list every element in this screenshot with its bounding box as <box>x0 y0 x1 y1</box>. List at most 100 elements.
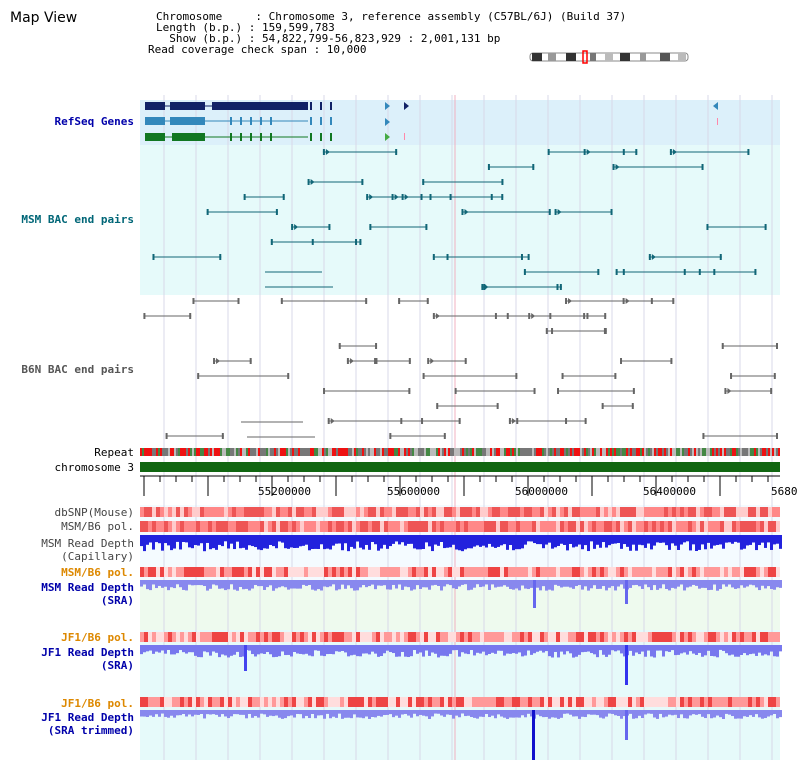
jf1-pol-cell <box>664 632 668 642</box>
msm-capillary-depth <box>506 535 509 550</box>
jf1-sra-depth <box>383 645 386 654</box>
jf1-sra-depth <box>497 645 500 651</box>
jf1-pol2-cell <box>460 697 464 707</box>
msm-capillary-depth <box>665 535 668 546</box>
msm-capillary-depth <box>428 535 431 547</box>
gene-exon <box>320 102 322 110</box>
dbsnp-cell <box>548 507 552 517</box>
msm-capillary-depth <box>575 535 578 547</box>
msm-sra-depth <box>530 580 533 588</box>
dbsnp-cell <box>164 507 168 517</box>
msm-pol-cell <box>400 521 404 532</box>
msm-sra-depth <box>476 580 479 585</box>
msm-sra-depth <box>158 580 161 586</box>
msm-sra-depth <box>695 580 698 586</box>
msm-capillary-depth <box>698 535 701 550</box>
jf1-sra-depth <box>227 645 230 658</box>
msm-pol2-cell <box>464 567 468 577</box>
repeat-block <box>608 448 610 456</box>
jf1-sra-depth <box>572 645 575 658</box>
dbsnp-cell <box>616 507 620 517</box>
jf1-pol2-cell <box>212 697 216 707</box>
jf1-pol-cell <box>204 632 208 642</box>
msm-capillary-depth <box>590 535 593 542</box>
msm-sra-depth <box>506 580 509 587</box>
jf1-pol-cell <box>360 632 364 642</box>
jf1-sra-depth <box>386 645 389 651</box>
track-label-msm-depth-capillary: MSM Read Depth <box>41 537 134 550</box>
jf1-trim-depth <box>629 710 632 714</box>
repeat-block <box>368 448 370 456</box>
msm-sra-depth <box>338 580 341 590</box>
jf1-sra-depth <box>773 645 776 657</box>
msm-capillary-depth <box>302 535 305 546</box>
repeat-block <box>512 448 514 456</box>
repeat-block <box>474 448 476 456</box>
msm-sra-depth <box>431 580 434 586</box>
jf1-pol2-cell <box>696 697 700 707</box>
jf1-trim-depth-spike <box>532 710 535 760</box>
msm-sra-depth <box>320 580 323 591</box>
repeat-block <box>284 448 286 456</box>
msm-pol-cell <box>500 521 504 532</box>
msm-sra-depth <box>497 580 500 587</box>
msm-pol-cell <box>144 521 148 532</box>
repeat-block <box>712 448 714 456</box>
jf1-pol2-cell <box>520 697 524 707</box>
msm-capillary-depth <box>251 535 254 547</box>
repeat-block <box>268 448 270 456</box>
msm-pol-cell <box>472 521 476 532</box>
repeat-block <box>544 448 546 456</box>
msm-sra-depth <box>167 580 170 591</box>
b6n-bac-end <box>614 373 617 379</box>
msm-sra-depth <box>689 580 692 587</box>
msm-bac-arrow <box>615 164 620 170</box>
track-label-dbsnp: dbSNP(Mouse) <box>54 506 134 519</box>
b6n-bac-end <box>192 298 195 304</box>
msm-sra-depth <box>203 580 206 587</box>
jf1-pol2-cell <box>664 697 668 707</box>
ideogram-band <box>678 53 686 61</box>
msm-sra-depth <box>722 580 725 585</box>
dbsnp-cell <box>620 507 624 517</box>
msm-capillary-depth <box>305 535 308 545</box>
msm-pol-cell <box>396 521 400 532</box>
jf1-pol2-cell <box>372 697 376 707</box>
msm-pol2-cell <box>548 567 552 577</box>
msm-capillary-depth <box>659 535 662 543</box>
msm-sra-depth <box>215 580 218 586</box>
msm-bac-arrow <box>672 149 677 155</box>
b6n-bac-end <box>464 358 467 364</box>
jf1-sra-depth <box>530 645 533 655</box>
jf1-pol-cell <box>308 632 312 642</box>
repeat-block <box>642 448 644 456</box>
jf1-trim-depth <box>728 710 731 715</box>
repeat-block <box>162 448 164 456</box>
dbsnp-cell <box>520 507 524 517</box>
b6n-bac-end <box>565 298 568 304</box>
msm-capillary-depth <box>386 535 389 549</box>
msm-pol2-cell <box>348 567 352 577</box>
repeat-block <box>144 448 146 456</box>
msm-pol-cell <box>544 521 548 532</box>
repeat-block <box>442 448 444 456</box>
msm-sra-depth <box>725 580 728 587</box>
msm-pol-cell <box>520 521 524 532</box>
jf1-trim-depth <box>353 710 356 715</box>
msm-capillary-depth <box>206 535 209 543</box>
jf1-trim-depth <box>479 710 482 717</box>
msm-sra-depth <box>593 580 596 586</box>
jf1-sra-depth <box>365 645 368 654</box>
jf1-trim-depth <box>611 710 614 714</box>
repeat-block <box>420 448 422 456</box>
jf1-pol-cell <box>436 632 440 642</box>
repeat-block <box>502 448 504 456</box>
repeat-block <box>510 448 512 456</box>
msm-sra-depth <box>710 580 713 590</box>
jf1-sra-depth <box>416 645 419 654</box>
repeat-block <box>448 448 450 456</box>
jf1-trim-depth <box>560 710 563 718</box>
jf1-trim-depth <box>167 710 170 718</box>
jf1-pol2-cell <box>264 697 268 707</box>
